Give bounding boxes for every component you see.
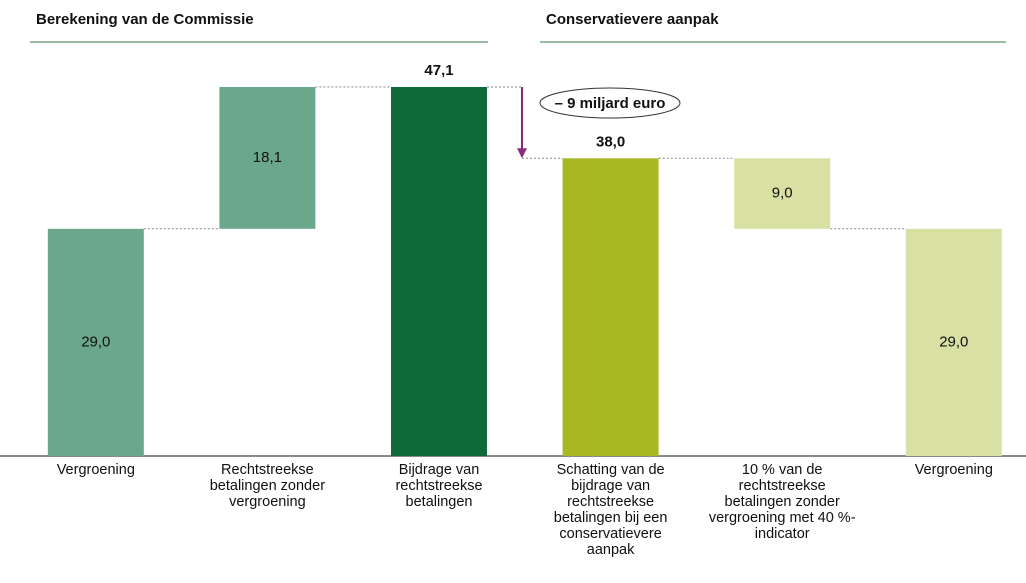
category-label: 10 % van de rechtstreekse betalingen zon…: [708, 462, 856, 542]
annotation-bubble: [539, 87, 681, 119]
category-label: Rechtstreekse betalingen zonder vergroen…: [209, 462, 326, 510]
section-title: Conservatievere aanpak: [546, 11, 719, 28]
category-label: Bijdrage van rechtstreekse betalingen: [395, 462, 483, 510]
arrow-head: [517, 148, 527, 159]
value-label: 29,0: [939, 333, 968, 350]
value-label: 38,0: [596, 133, 625, 150]
category-label: Schatting van de bijdrage van rechtstree…: [553, 462, 668, 558]
annotation: – 9 miljard euro: [555, 95, 666, 112]
bar: [391, 87, 487, 456]
value-label: 47,1: [424, 62, 453, 79]
bar: [905, 228, 1002, 456]
category-label: Vergroening: [56, 462, 135, 478]
value-label: 29,0: [81, 333, 110, 350]
value-label: 9,0: [772, 185, 793, 202]
value-label: 18,1: [253, 149, 282, 166]
bar: [47, 228, 144, 456]
bar: [562, 158, 659, 456]
category-label: Vergroening: [914, 462, 993, 478]
bar: [219, 87, 316, 229]
bar: [734, 158, 831, 229]
section-title: Berekening van de Commissie: [36, 11, 254, 28]
